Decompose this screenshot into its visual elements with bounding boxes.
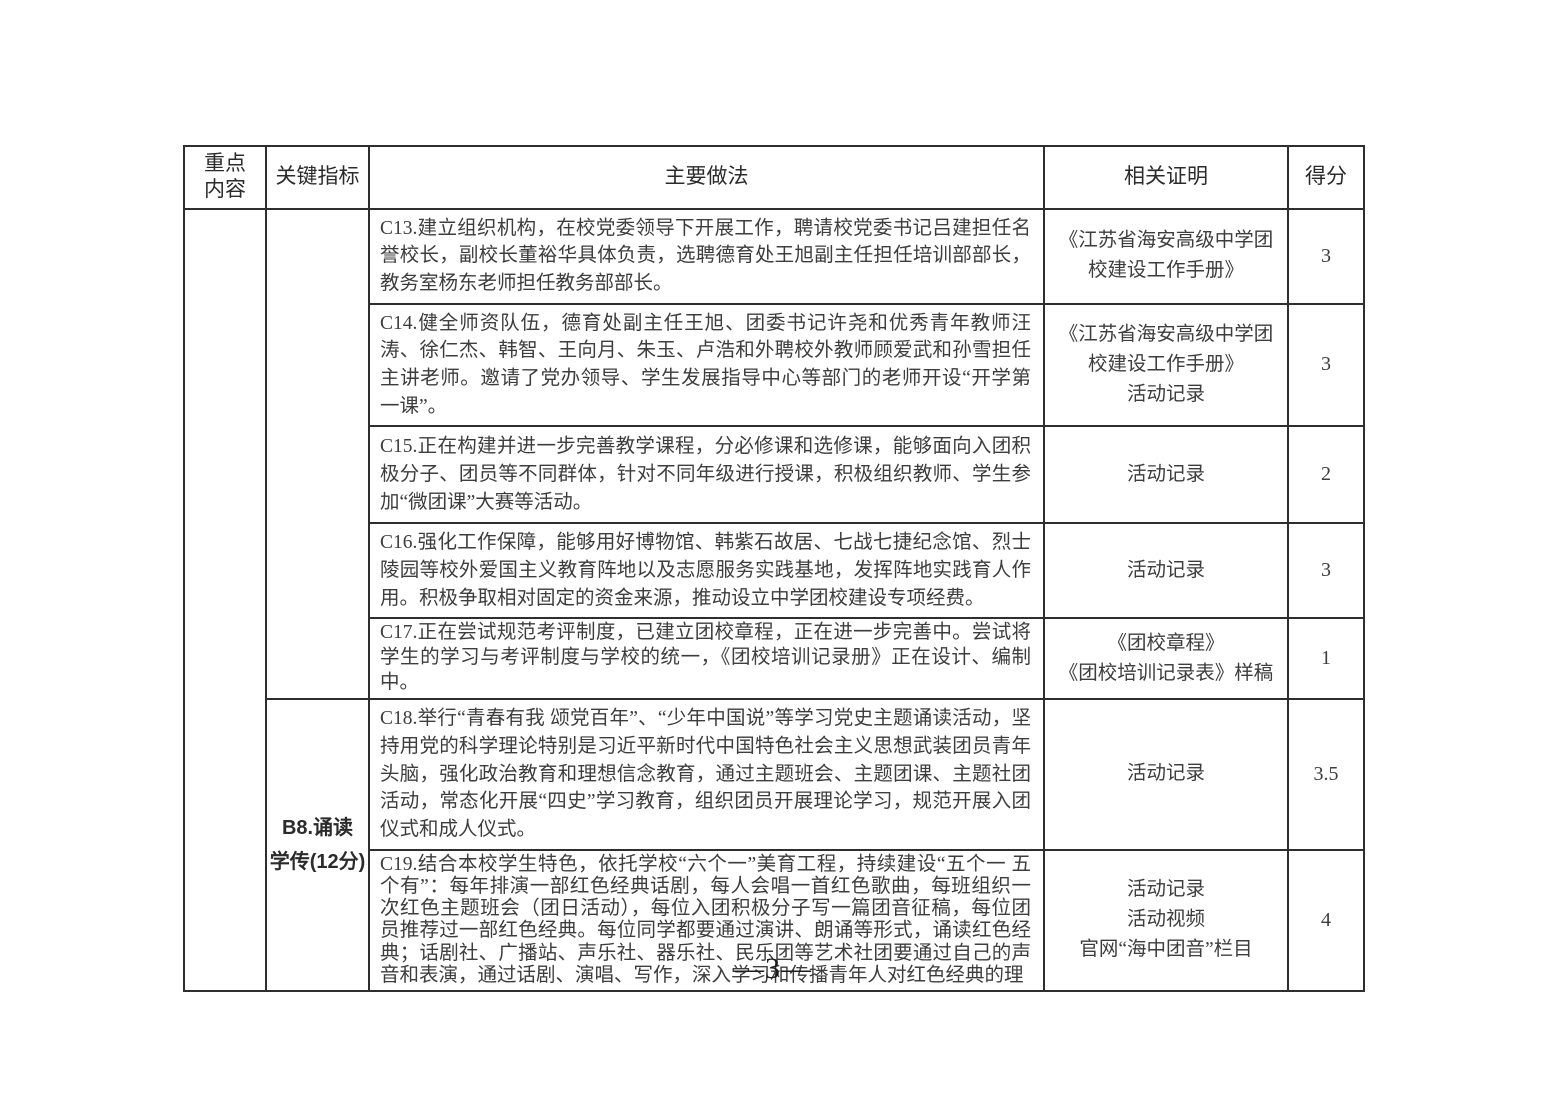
- proof-cell: 活动记录: [1043, 698, 1289, 851]
- score-cell: 3: [1287, 522, 1365, 620]
- proof-cell: 《江苏省海安高级中学团校建设工作手册》: [1043, 207, 1289, 305]
- score-cell: 3: [1287, 207, 1365, 305]
- key-indicator-cell-b8: B8.诵读 学传(12分): [265, 698, 370, 992]
- score-cell: 4: [1287, 848, 1365, 992]
- method-cell: C14.健全师资队伍，德育处副主任王旭、团委书记许尧和优秀青年教师汪涛、徐仁杰、…: [368, 302, 1045, 428]
- table-row-c18: B8.诵读 学传(12分) C18.举行“青春有我 颂党百年”、“少年中国说”等…: [184, 698, 1365, 992]
- score-cell: 3: [1287, 302, 1365, 428]
- table-row-c17: C17.正在尝试规范考评制度，已建立团校章程，正在进一步完善中。尝试将学生的学习…: [184, 617, 1365, 701]
- method-cell: C19.结合本校学生特色，依托学校“六个一”美育工程，持续建设“五个一 五个有”…: [368, 848, 1045, 992]
- header-main-method: 主要做法: [368, 145, 1045, 210]
- table-row-c15: C15.正在构建并进一步完善教学课程，分必修课和选修课，能够面向入团积极分子、团…: [184, 425, 1365, 525]
- proof-cell: 活动记录: [1043, 425, 1289, 525]
- key-indicator-cell-upper: [265, 207, 370, 701]
- method-cell: C16.强化工作保障，能够用好博物馆、韩紫石故居、七战七捷纪念馆、烈士陵园等校外…: [368, 522, 1045, 620]
- header-key-indicator: 关键指标: [265, 145, 370, 210]
- evaluation-table: 重点 内容 关键指标 主要做法 相关证明 得分 C13.建立组织机构，在校党委领…: [183, 145, 1365, 992]
- table-row-c13: C13.建立组织机构，在校党委领导下开展工作，聘请校党委书记吕建担任名誉校长，副…: [183, 207, 1365, 992]
- header-key-content: 重点 内容: [183, 145, 267, 210]
- proof-cell: 《团校章程》 《团校培训记录表》样稿: [1043, 617, 1289, 701]
- header-row: 重点 内容 关键指标 主要做法 相关证明 得分: [183, 145, 1365, 210]
- score-cell: 1: [1287, 617, 1365, 701]
- score-cell: 2: [1287, 425, 1365, 525]
- method-cell: C15.正在构建并进一步完善教学课程，分必修课和选修课，能够面向入团积极分子、团…: [368, 425, 1045, 525]
- method-cell: C17.正在尝试规范考评制度，已建立团校章程，正在进一步完善中。尝试将学生的学习…: [368, 617, 1045, 701]
- table-row-c19: C19.结合本校学生特色，依托学校“六个一”美育工程，持续建设“五个一 五个有”…: [184, 848, 1365, 992]
- table-row-c14: C14.健全师资队伍，德育处副主任王旭、团委书记许尧和优秀青年教师汪涛、徐仁杰、…: [184, 302, 1365, 428]
- proof-cell: 《江苏省海安高级中学团校建设工作手册》 活动记录: [1043, 302, 1289, 428]
- proof-cell: 活动记录 活动视频 官网“海中团音”栏目: [1043, 848, 1289, 992]
- header-score: 得分: [1287, 145, 1365, 210]
- page-number: —3—: [734, 952, 812, 985]
- score-cell: 3.5: [1287, 698, 1365, 851]
- header-proof: 相关证明: [1043, 145, 1289, 210]
- table-row-c16: C16.强化工作保障，能够用好博物馆、韩紫石故居、七战七捷纪念馆、烈士陵园等校外…: [184, 522, 1365, 620]
- proof-cell: 活动记录: [1043, 522, 1289, 620]
- method-cell: C18.举行“青春有我 颂党百年”、“少年中国说”等学习党史主题诵读活动，坚持用…: [368, 698, 1045, 851]
- key-content-cell: [183, 207, 267, 992]
- method-cell: C13.建立组织机构，在校党委领导下开展工作，聘请校党委书记吕建担任名誉校长，副…: [368, 207, 1045, 305]
